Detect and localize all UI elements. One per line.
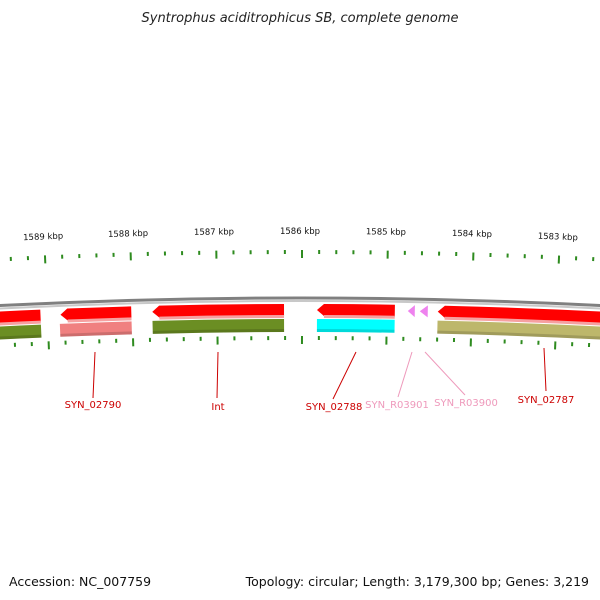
genome-summary-text: Topology: circular; Length: 3,179,300 bp… xyxy=(245,574,589,589)
gene-band[interactable] xyxy=(152,319,285,334)
gene-band-shade xyxy=(437,330,600,340)
gene-label[interactable]: SYN_02787 xyxy=(518,395,575,406)
gene-arrow[interactable] xyxy=(60,306,132,321)
gene-arrow[interactable] xyxy=(437,305,600,324)
gene-arrow[interactable] xyxy=(152,304,285,318)
genome-backbone xyxy=(0,296,600,308)
scale-label: 1583 kbp xyxy=(538,232,578,244)
gene-band[interactable] xyxy=(316,319,395,333)
gene-arrow-shade xyxy=(0,320,41,326)
gene-band-shade xyxy=(152,329,285,334)
callout-line xyxy=(216,351,219,399)
accession-text: Accession: NC_007759 xyxy=(9,574,151,589)
gene-arrow-shade xyxy=(323,315,395,319)
gene-label[interactable]: SYN_R03901 xyxy=(365,400,429,411)
gene-band-shade xyxy=(316,329,395,333)
gene-arrow[interactable] xyxy=(316,304,395,317)
scale-label: 1585 kbp xyxy=(366,227,406,238)
backbone-shadow xyxy=(0,299,600,310)
gene-band-shade xyxy=(60,331,132,337)
features xyxy=(0,304,600,340)
rna-arrow[interactable] xyxy=(419,305,428,318)
callout-line xyxy=(424,351,466,396)
gene-arrow-shade xyxy=(444,316,600,326)
gene-arrow-shade xyxy=(67,317,132,323)
gene-band-shade xyxy=(0,334,42,340)
gene-arrow-shade xyxy=(159,315,285,320)
scale-label: 1584 kbp xyxy=(452,229,492,240)
callout-line xyxy=(543,347,547,392)
gene-label[interactable]: SYN_02788 xyxy=(306,402,363,413)
gene-arrow[interactable] xyxy=(0,309,41,324)
scale-label: 1588 kbp xyxy=(108,229,148,240)
gene-label[interactable]: SYN_R03900 xyxy=(434,398,498,409)
gene-band[interactable] xyxy=(59,321,132,337)
scale-ticks xyxy=(9,250,595,350)
gene-band[interactable] xyxy=(0,324,42,340)
genome-title: Syntrophus aciditrophicus SB, complete g… xyxy=(142,11,459,26)
gene-band[interactable] xyxy=(437,320,600,340)
scale-label: 1589 kbp xyxy=(23,232,63,244)
callout-line xyxy=(92,351,96,399)
scale-label: 1586 kbp xyxy=(280,227,320,237)
gene-label[interactable]: Int xyxy=(211,402,224,413)
callout-line xyxy=(332,351,357,400)
scale-labels: 1589 kbp 1588 kbp 1587 kbp 1586 kbp 1585 kbp… xyxy=(23,227,578,243)
rna-arrow[interactable] xyxy=(407,305,415,318)
genome-track: 1589 kbp 1588 kbp 1587 kbp 1586 kbp 1585 kbp… xyxy=(0,227,600,413)
callout-line xyxy=(397,351,413,398)
gene-label[interactable]: SYN_02790 xyxy=(65,400,122,411)
feature-callouts: SYN_02790 Int SYN_02788 SYN_R03901 SYN_R0390… xyxy=(65,347,575,413)
scale-label: 1587 kbp xyxy=(194,227,234,238)
